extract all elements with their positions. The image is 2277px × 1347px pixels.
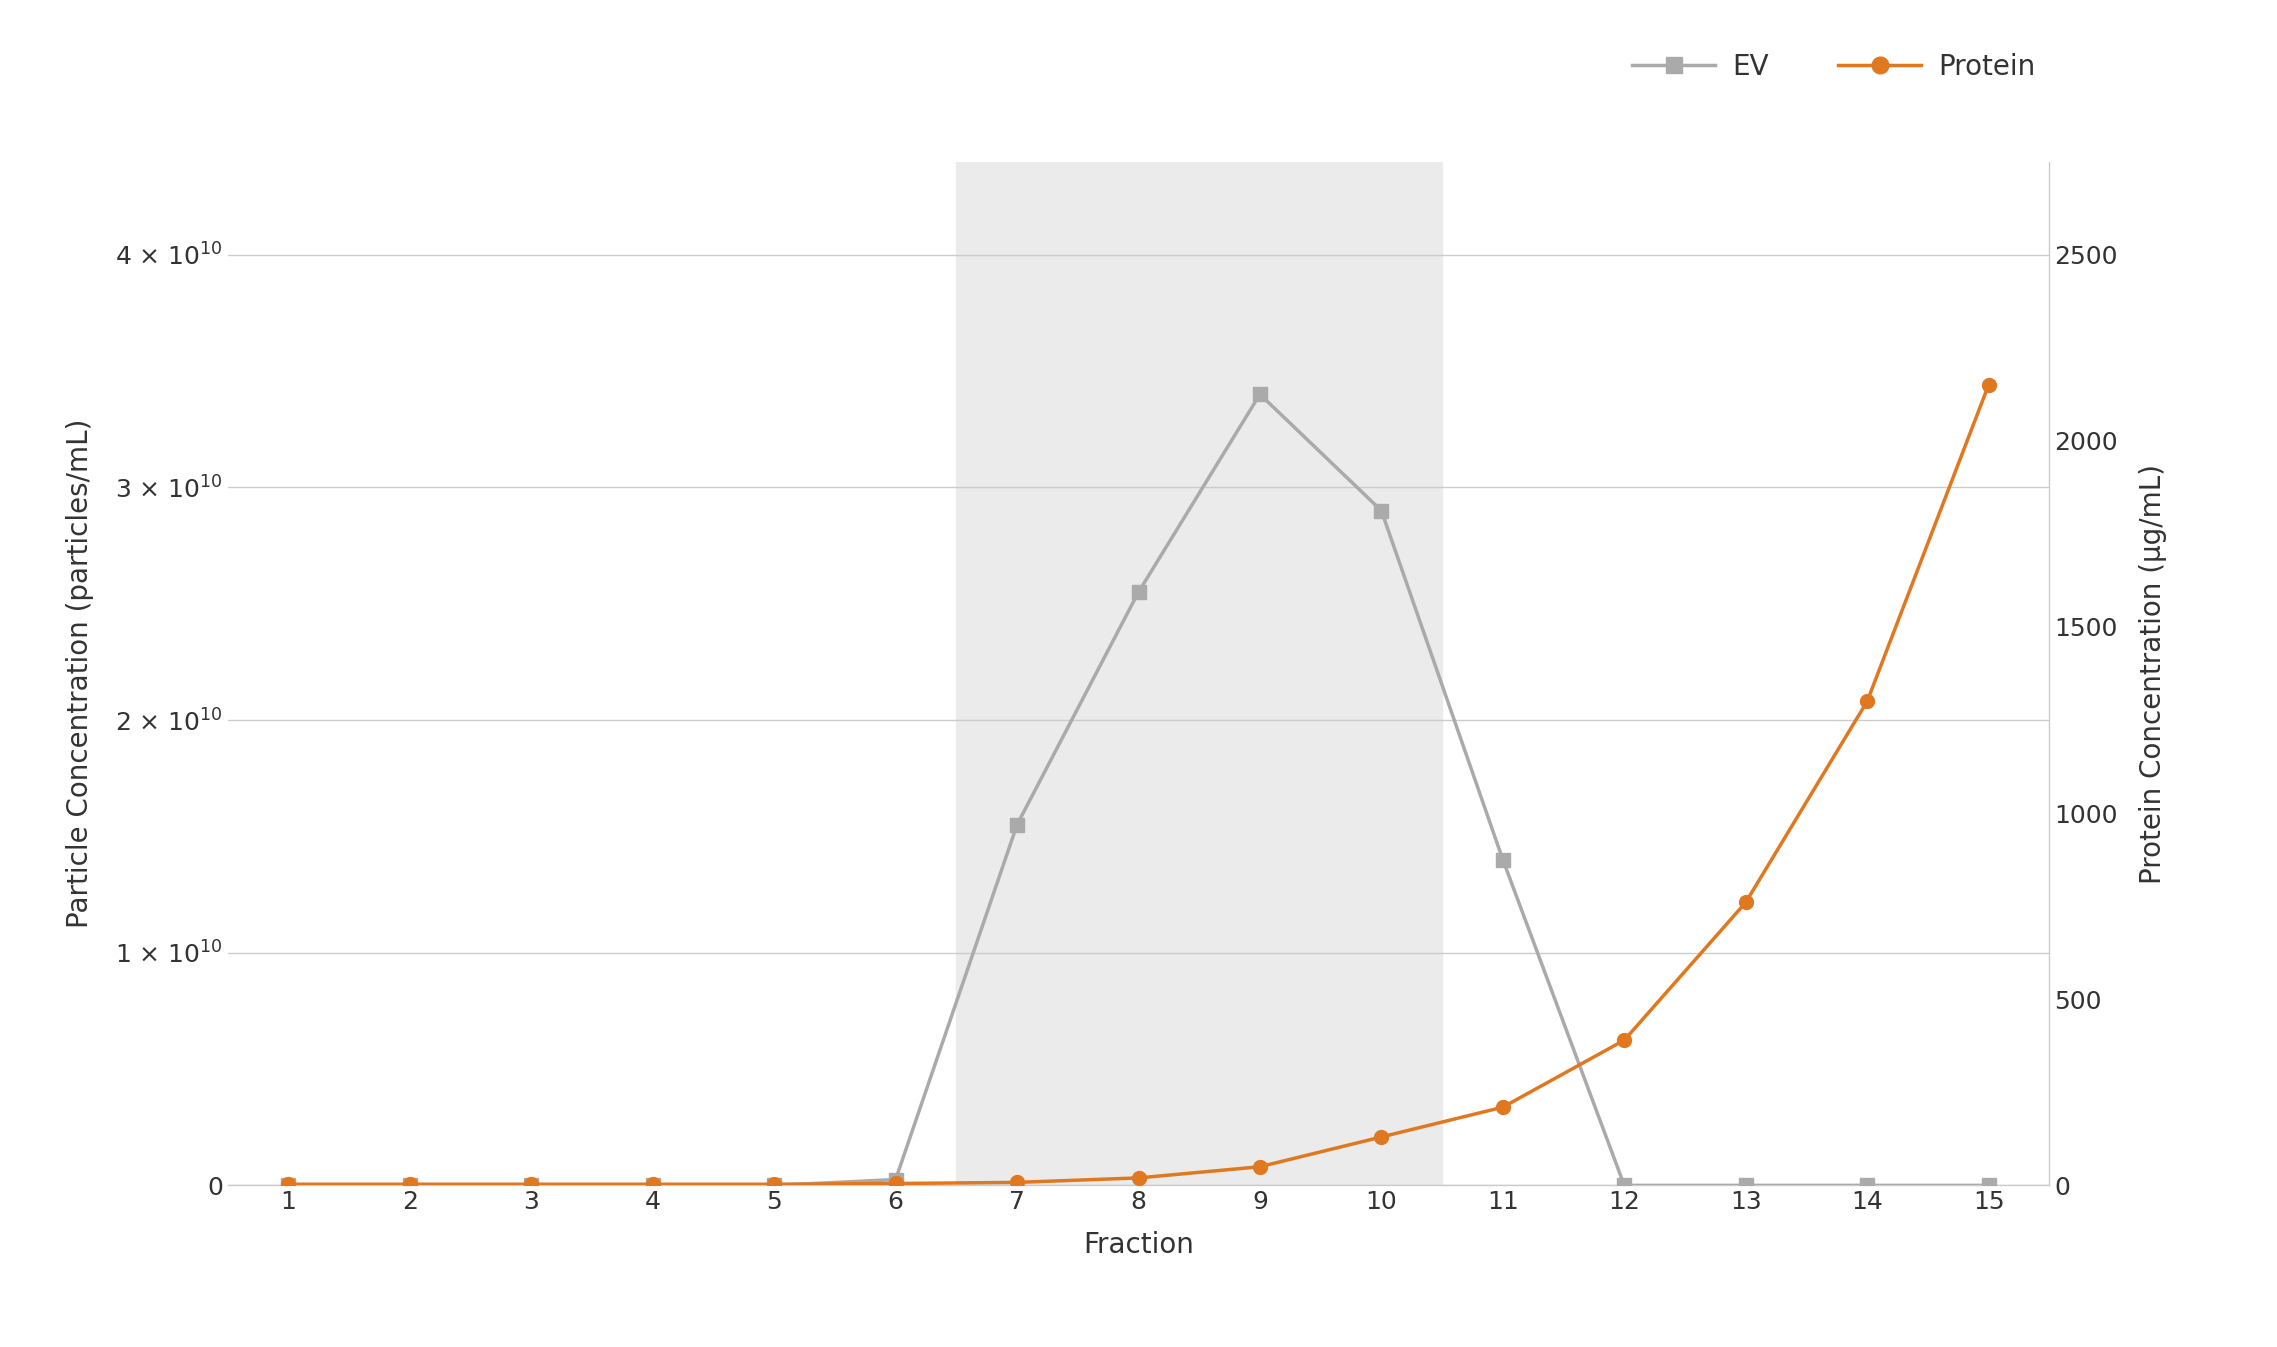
EV xyxy=(1368,502,1396,519)
Protein xyxy=(1246,1158,1273,1175)
Y-axis label: Protein Concentration (µg/mL): Protein Concentration (µg/mL) xyxy=(2138,463,2168,884)
EV xyxy=(517,1177,544,1193)
EV xyxy=(396,1177,424,1193)
Protein xyxy=(1853,694,1881,710)
Legend: EV, Protein: EV, Protein xyxy=(1633,53,2036,81)
EV xyxy=(640,1177,667,1193)
Protein xyxy=(761,1176,788,1192)
Protein xyxy=(1004,1175,1031,1191)
EV xyxy=(276,1177,303,1193)
EV xyxy=(761,1177,788,1193)
EV xyxy=(1853,1177,1881,1193)
EV xyxy=(881,1172,909,1188)
Protein xyxy=(1489,1099,1516,1115)
Protein xyxy=(517,1176,544,1192)
EV xyxy=(1610,1177,1637,1193)
Protein xyxy=(1974,377,2001,393)
Protein xyxy=(276,1176,303,1192)
Protein xyxy=(881,1176,909,1192)
EV xyxy=(1489,851,1516,867)
X-axis label: Fraction: Fraction xyxy=(1084,1231,1193,1259)
Protein xyxy=(640,1176,667,1192)
EV xyxy=(1733,1177,1760,1193)
EV xyxy=(1125,585,1152,601)
Bar xyxy=(956,162,1441,1185)
Protein xyxy=(1368,1129,1396,1145)
Protein xyxy=(1610,1032,1637,1048)
EV xyxy=(1246,387,1273,403)
Line: EV: EV xyxy=(282,388,1995,1192)
EV xyxy=(1974,1177,2001,1193)
EV xyxy=(1004,816,1031,832)
Protein xyxy=(1733,894,1760,911)
Y-axis label: Particle Concentration (particles/mL): Particle Concentration (particles/mL) xyxy=(66,419,93,928)
Line: Protein: Protein xyxy=(282,379,1995,1191)
Protein xyxy=(396,1176,424,1192)
Protein xyxy=(1125,1169,1152,1185)
